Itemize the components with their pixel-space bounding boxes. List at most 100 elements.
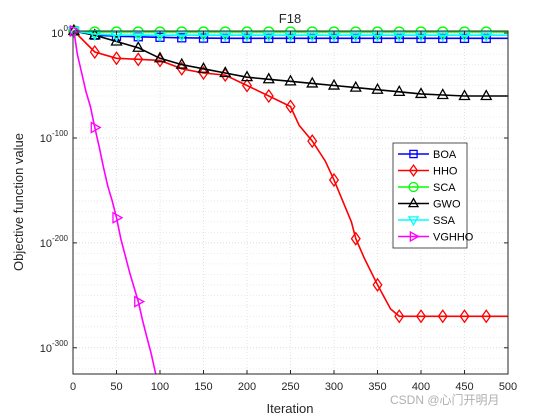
legend-label-hho: HHO: [433, 166, 458, 178]
series-line-ssa: [73, 30, 508, 37]
marker-gwo-19: [480, 89, 493, 101]
marker-gwo-17: [436, 88, 449, 100]
marker-sca-1: [89, 26, 101, 38]
legend-marker-vghho: [409, 230, 420, 243]
chart-title: F18: [279, 11, 301, 26]
grid: [73, 31, 508, 374]
x-tick-label-5: 250: [281, 381, 299, 393]
marker-gwo-12: [327, 78, 341, 90]
marker-hho-14: [328, 172, 340, 188]
legend-label-vghho: VGHHO: [433, 232, 474, 244]
x-tick-label-4: 200: [238, 381, 256, 393]
x-tick-label-2: 100: [151, 381, 169, 393]
x-tick-label-8: 400: [412, 381, 430, 393]
y-tick-label-0: 100: [51, 24, 68, 40]
marker-hho-24: [459, 309, 470, 324]
marker-gwo-13: [349, 80, 362, 92]
marker-gwo-4: [153, 51, 167, 63]
legend-marker-boa: [409, 149, 418, 159]
marker-gwo-15: [393, 84, 406, 96]
marker-ssa-7: [219, 31, 232, 43]
marker-boa-11: [307, 33, 317, 43]
x-tick-label-1: 50: [110, 381, 122, 393]
marker-ssa-17: [436, 31, 449, 43]
marker-hho-10: [285, 99, 296, 114]
series-hho: [68, 23, 508, 324]
legend-marker-hho: [408, 163, 419, 178]
marker-hho-5: [176, 61, 187, 76]
marker-gwo-11: [306, 76, 319, 88]
marker-ssa-19: [480, 31, 493, 43]
marker-hho-21: [394, 309, 405, 324]
marker-ssa-11: [306, 31, 319, 43]
marker-boa-13: [351, 33, 361, 43]
y-tick-label-3: 10-300: [40, 339, 69, 355]
legend-marker-sca: [408, 181, 419, 193]
marker-gwo-14: [371, 82, 384, 94]
x-tick-label-9: 450: [455, 381, 473, 393]
legend-label-gwo: GWO: [433, 199, 461, 211]
legend-label-ssa: SSA: [433, 215, 456, 227]
marker-gwo-8: [240, 70, 254, 82]
marker-gwo-9: [262, 72, 275, 84]
marker-boa-15: [394, 33, 404, 43]
series-line-hho: [73, 30, 508, 318]
marker-hho-22: [415, 309, 427, 324]
x-tick-label-3: 150: [194, 381, 212, 393]
series-layer: [67, 23, 508, 375]
watermark: CSDN @心门开明月: [390, 392, 500, 407]
marker-gwo-5: [175, 57, 188, 69]
series-line-gwo: [73, 30, 508, 97]
marker-ssa-3: [132, 31, 145, 43]
marker-hho-12: [307, 134, 318, 149]
marker-ssa-15: [393, 31, 406, 43]
ticks: 0 50 100 150 200 250 300 350 400 450 500 100 10-100 1…: [40, 24, 517, 393]
marker-hho-3: [133, 52, 144, 67]
marker-hho-8: [241, 78, 253, 93]
marker-hho-6: [198, 65, 209, 81]
marker-gwo-6: [197, 61, 210, 73]
marker-ssa-13: [349, 31, 362, 43]
marker-boa-7: [220, 33, 230, 43]
marker-boa-17: [438, 33, 448, 43]
legend-marker-ssa: [407, 216, 420, 227]
marker-boa-19: [481, 33, 491, 43]
marker-hho-17: [350, 231, 361, 246]
marker-hho-1: [89, 44, 100, 60]
y-tick-label-1: 10-100: [40, 129, 69, 145]
marker-hho-2: [111, 51, 122, 66]
marker-ssa-5: [175, 31, 188, 43]
marker-gwo-7: [219, 66, 232, 78]
legend: BOA HHO SCA GWO SSA VGHHO: [392, 142, 474, 249]
marker-gwo-10: [284, 74, 297, 86]
marker-ssa-9: [262, 31, 275, 43]
legend-label-sca: SCA: [433, 182, 456, 194]
series-line-boa: [73, 30, 508, 40]
marker-hho-9: [263, 88, 274, 104]
x-tick-label-6: 300: [325, 381, 343, 393]
marker-hho-23: [437, 309, 448, 324]
marker-vghho-15: [134, 295, 146, 308]
legend-label-boa: BOA: [433, 149, 457, 161]
marker-vghho-5: [90, 121, 102, 134]
marker-hho-25: [481, 309, 492, 324]
x-tick-label-10: 500: [499, 381, 517, 393]
y-tick-label-2: 10-200: [40, 234, 69, 250]
x-axis-label: Iteration: [267, 401, 314, 416]
series-vghho: [69, 24, 157, 375]
series-ssa: [67, 26, 508, 43]
x-tick-label-7: 350: [368, 381, 386, 393]
marker-gwo-16: [414, 87, 428, 99]
marker-gwo-2: [110, 34, 123, 46]
y-axis-label: Objective function value: [11, 133, 26, 271]
marker-boa-9: [264, 33, 274, 43]
legend-marker-gwo: [407, 197, 420, 208]
legend-box: [392, 142, 468, 249]
marker-gwo-3: [132, 40, 145, 52]
marker-gwo-18: [458, 89, 471, 101]
series-gwo: [67, 24, 508, 101]
marker-vghho-10: [112, 211, 124, 224]
x-tick-label-0: 0: [70, 381, 76, 393]
marker-hho-19: [372, 277, 383, 292]
